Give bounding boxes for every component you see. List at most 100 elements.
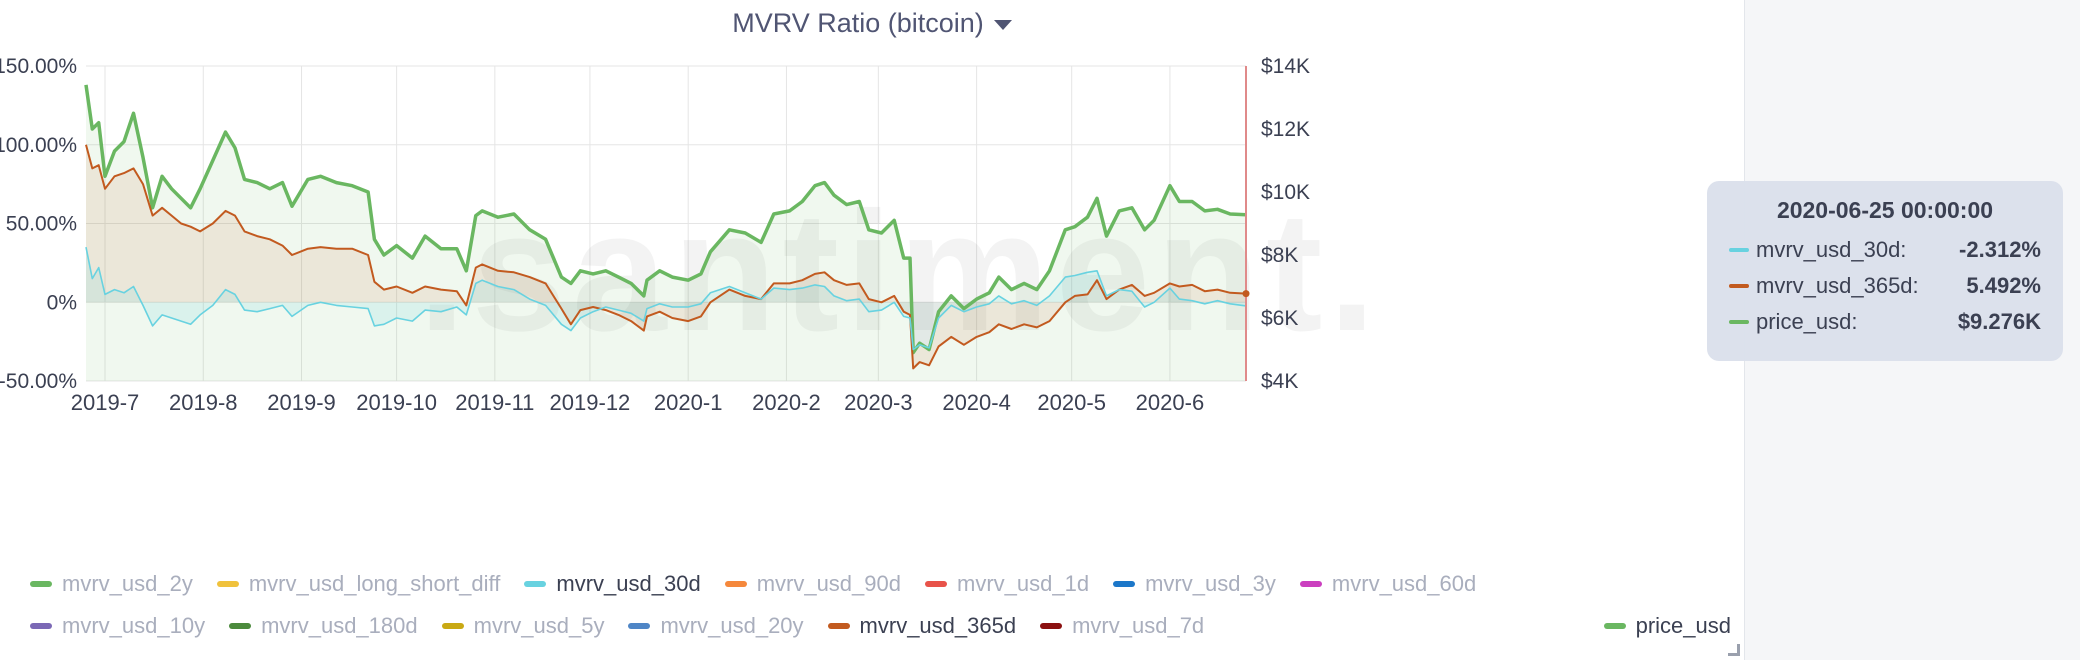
chart-area: .santiment. 150.00%100.00%50.00%0%-50.00… xyxy=(0,0,1744,656)
legend-item-mvrv_usd_3y[interactable]: mvrv_usd_3y xyxy=(1113,563,1276,605)
series-area-mvrv_usd_30d xyxy=(86,247,1246,350)
x-axis: 2019-7 2019-8 2019-9 2019-10 2019-11 2019-12 2… xyxy=(71,390,1204,415)
y-right-tick-label: $4K xyxy=(1261,370,1298,393)
y-right-tick-label: $14K xyxy=(1261,55,1310,78)
legend-label: price_usd xyxy=(1635,613,1731,638)
tooltip-row-price_usd: price_usd: $9.276K xyxy=(1729,304,2041,340)
legend-swatch xyxy=(441,623,464,629)
legend-label: mvrv_usd_90d xyxy=(756,571,901,596)
y-left-tick-label: 150.00% xyxy=(0,55,77,78)
x-tick-label: 2020-1 xyxy=(654,390,723,415)
tooltip-swatch xyxy=(1729,320,1749,324)
tooltip-label: mvrv_usd_365d: xyxy=(1756,273,1919,298)
legend: mvrv_usd_2y mvrv_usd_long_short_diff mvrv_… xyxy=(30,563,1744,647)
legend-item-mvrv_usd_365d[interactable]: mvrv_usd_365d xyxy=(827,605,1017,647)
x-tick-label: 2020-3 xyxy=(844,390,913,415)
tooltip-value: -2.312% xyxy=(1959,237,2041,262)
legend-item-mvrv_usd_7d[interactable]: mvrv_usd_7d xyxy=(1040,605,1204,647)
tooltip-label: price_usd: xyxy=(1756,309,1858,334)
legend-label: mvrv_usd_7d xyxy=(1072,613,1205,638)
tooltip-swatch xyxy=(1729,248,1749,252)
tooltip-value: 5.492% xyxy=(1966,273,2041,298)
legend-swatch xyxy=(1113,581,1136,587)
legend-item-price_usd[interactable]: price_usd xyxy=(1603,605,1731,647)
x-tick-label: 2020-6 xyxy=(1136,390,1205,415)
legend-label: mvrv_usd_365d xyxy=(859,613,1017,638)
series-lines xyxy=(84,84,1247,370)
legend-swatch xyxy=(1040,623,1063,629)
series-line-mvrv_usd_30d[interactable] xyxy=(85,246,1247,351)
legend-swatch xyxy=(1603,623,1626,629)
legend-label: mvrv_usd_10y xyxy=(62,613,206,638)
tooltip-date: 2020-06-25 00:00:00 xyxy=(1776,197,1994,223)
legend-label: mvrv_usd_2y xyxy=(62,571,193,596)
chart-title-row: MVRV Ratio (bitcoin) xyxy=(0,8,1744,39)
legend-item-mvrv_usd_10y[interactable]: mvrv_usd_10y xyxy=(30,605,205,647)
legend-label: mvrv_usd_20y xyxy=(660,613,804,638)
legend-label: mvrv_usd_long_short_diff xyxy=(248,571,501,596)
legend-label: mvrv_usd_60d xyxy=(1331,571,1477,596)
x-tick-label: 2020-2 xyxy=(752,390,821,415)
legend-item-mvrv_usd_180d[interactable]: mvrv_usd_180d xyxy=(229,605,418,647)
grid xyxy=(86,65,1246,382)
legend-item-mvrv_usd_long_short_diff[interactable]: mvrv_usd_long_short_diff xyxy=(216,563,501,605)
legend-swatch xyxy=(724,581,747,587)
tooltip: 2020-06-25 00:00:00 mvrv_usd_30d: -2.312%… xyxy=(1707,181,2063,361)
legend-row: mvrv_usd_2y mvrv_usd_long_short_diff mvrv_… xyxy=(30,563,1744,605)
legend-item-mvrv_usd_90d[interactable]: mvrv_usd_90d xyxy=(724,563,901,605)
legend-swatch xyxy=(628,623,651,629)
x-tick-label: 2019-9 xyxy=(267,390,336,415)
legend-label: mvrv_usd_5y xyxy=(473,613,605,638)
y-right-tick-label: $12K xyxy=(1261,118,1310,141)
legend-label: mvrv_usd_180d xyxy=(261,613,418,638)
legend-item-mvrv_usd_1d[interactable]: mvrv_usd_1d xyxy=(925,563,1089,605)
legend-swatch xyxy=(216,581,239,587)
x-tick-label: 2020-5 xyxy=(1037,390,1106,415)
tooltip-row-mvrv_usd_365d: mvrv_usd_365d: 5.492% xyxy=(1729,268,2041,304)
tooltip-label: mvrv_usd_30d: xyxy=(1756,237,1907,262)
legend-label: mvrv_usd_3y xyxy=(1145,571,1276,596)
metric-selector[interactable]: MVRV Ratio (bitcoin) xyxy=(732,8,1012,39)
legend-item-mvrv_usd_30d[interactable]: mvrv_usd_30d xyxy=(524,563,701,605)
legend-swatch xyxy=(1299,581,1322,587)
tooltip-swatch xyxy=(1729,284,1749,288)
y-left-tick-label: 100.00% xyxy=(0,134,77,157)
legend-swatch xyxy=(229,623,252,629)
y-left-tick-label: -50.00% xyxy=(0,370,77,393)
y-left-tick-label: 50.00% xyxy=(6,213,77,236)
legend-label: mvrv_usd_1d xyxy=(957,571,1090,596)
series-line-price_usd[interactable] xyxy=(84,84,1247,355)
x-tick-label: 2019-10 xyxy=(356,390,437,415)
legend-swatch xyxy=(827,623,850,629)
x-tick-label: 2020-4 xyxy=(942,390,1011,415)
series-area-mvrv_usd_365d xyxy=(86,144,1246,369)
y-right-tick-label: $6K xyxy=(1261,307,1298,330)
legend-row: mvrv_usd_10y mvrv_usd_180d mvrv_usd_5y mvrv… xyxy=(30,605,1744,647)
cursor-dot xyxy=(1242,290,1250,298)
tooltip-value: $9.276K xyxy=(1957,309,2041,334)
legend-item-mvrv_usd_2y[interactable]: mvrv_usd_2y xyxy=(30,563,193,605)
legend-label: mvrv_usd_30d xyxy=(556,571,701,596)
legend-item-mvrv_usd_20y[interactable]: mvrv_usd_20y xyxy=(628,605,804,647)
series-line-mvrv_usd_365d[interactable] xyxy=(85,144,1247,370)
legend-swatch xyxy=(925,581,947,587)
page-title: MVRV Ratio (bitcoin) xyxy=(732,8,984,38)
tooltip-row-mvrv_usd_30d: mvrv_usd_30d: -2.312% xyxy=(1729,232,2041,268)
resize-handle-icon[interactable] xyxy=(1728,644,1740,656)
x-tick-label: 2019-11 xyxy=(455,390,534,415)
legend-swatch xyxy=(30,581,52,587)
y-left-tick-label: 0% xyxy=(47,291,77,314)
y-right-tick-label: $8K xyxy=(1261,244,1298,267)
y-axis-right: $14K $12K $10K $8K $6K $4K xyxy=(1261,55,1310,393)
x-tick-label: 2019-8 xyxy=(169,390,238,415)
y-axis-left: 150.00% 100.00% 50.00% 0% -50.00% xyxy=(0,55,77,393)
legend-swatch xyxy=(30,623,52,629)
mvrv-chart[interactable]: .santiment. 150.00%100.00%50.00%0%-50.00… xyxy=(0,0,1744,560)
legend-item-mvrv_usd_60d[interactable]: mvrv_usd_60d xyxy=(1299,563,1477,605)
legend-item-mvrv_usd_5y[interactable]: mvrv_usd_5y xyxy=(441,605,605,647)
x-tick-label: 2019-7 xyxy=(71,390,140,415)
legend-swatch xyxy=(524,581,547,587)
y-right-tick-label: $10K xyxy=(1261,181,1310,204)
x-tick-label: 2019-12 xyxy=(550,390,631,415)
caret-down-icon xyxy=(993,20,1012,30)
